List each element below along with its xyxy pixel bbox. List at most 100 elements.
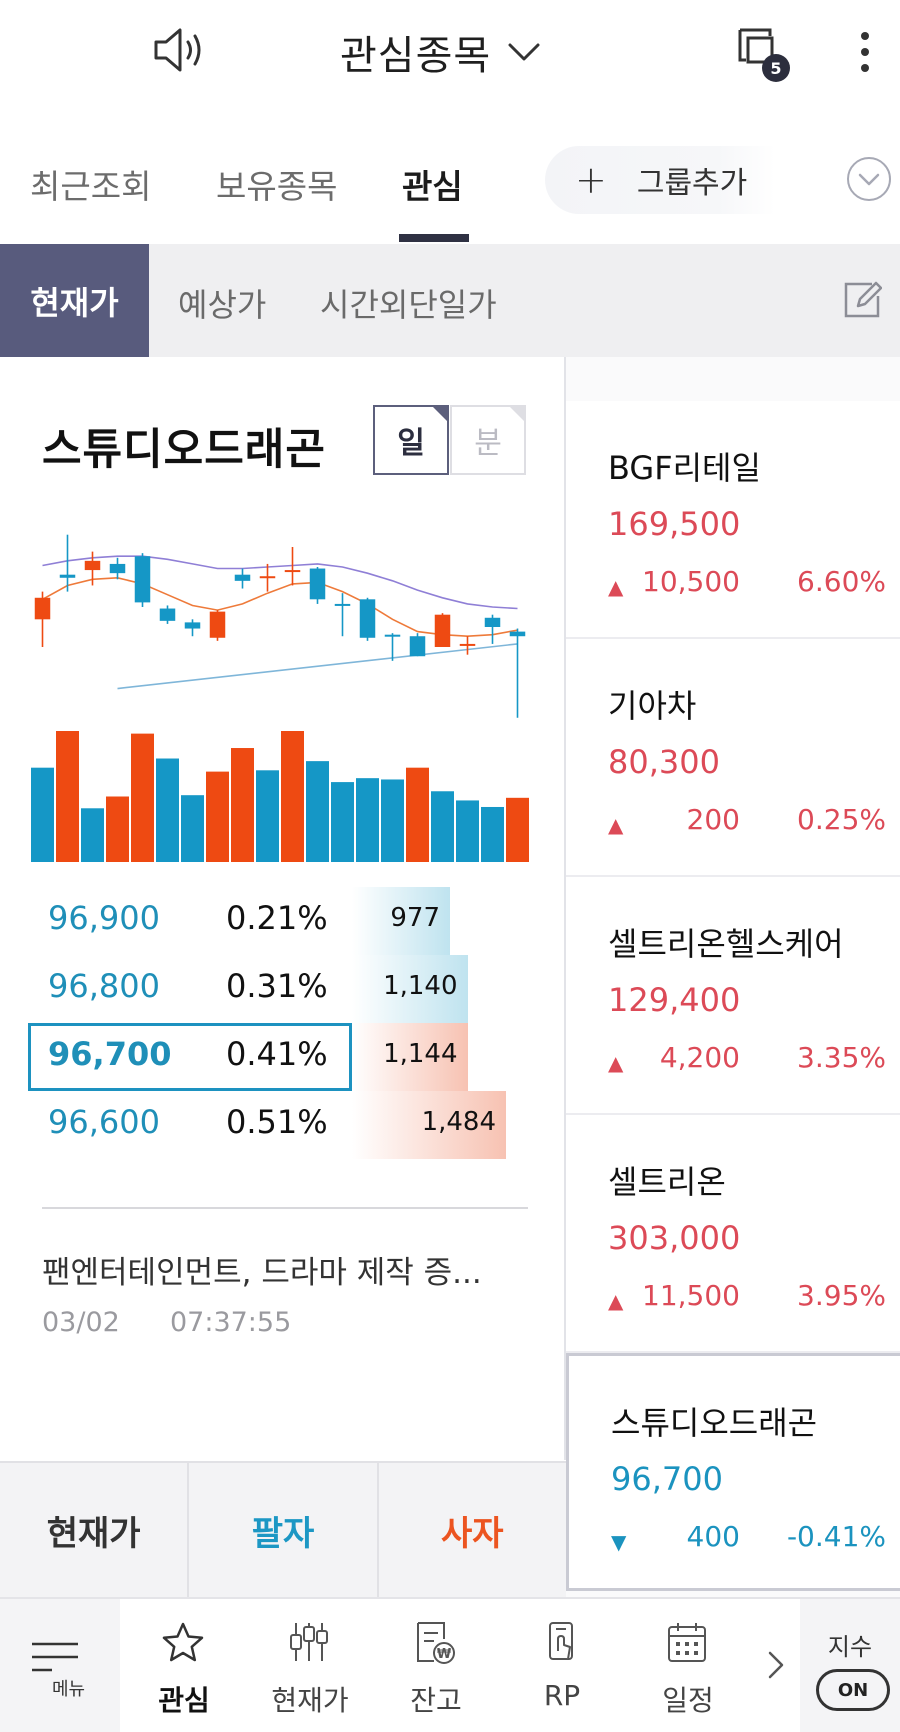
notification-badge: 5 — [762, 54, 790, 82]
top-bar: 관심종목 5 — [0, 0, 900, 110]
nav-watchlist[interactable]: 관심 — [122, 1599, 242, 1732]
add-group-label: 그룹추가 — [636, 166, 748, 201]
candle — [184, 619, 201, 637]
candle-body — [284, 570, 301, 573]
volume-bar — [56, 731, 79, 862]
watchlist-stock-change: 200 — [686, 803, 740, 836]
candle — [459, 636, 476, 655]
orderbook-row[interactable]: 96,600 0.51% 1,484 — [0, 1091, 566, 1159]
nav-schedule[interactable]: 일정 — [626, 1599, 746, 1732]
watchlist-stock-rate: 0.25% — [797, 803, 886, 836]
volume-bar — [281, 731, 304, 862]
nav-watchlist-label: 관심 — [158, 1684, 210, 1717]
news-date: 03/02 — [42, 1307, 120, 1338]
volume-bar — [156, 758, 179, 862]
volume-bar — [106, 796, 129, 862]
candle — [159, 605, 176, 624]
orderbook-price: 96,800 — [48, 967, 160, 1005]
circle-chevron-down-icon[interactable] — [846, 156, 892, 202]
candle — [384, 633, 401, 661]
period-minute-button[interactable]: 분 — [450, 405, 526, 475]
candle — [334, 593, 351, 637]
orderbook-row[interactable]: 96,900 0.21% 977 — [0, 887, 566, 955]
speaker-icon[interactable] — [152, 24, 212, 76]
news-time: 07:37:55 — [170, 1307, 292, 1338]
watchlist-stock-name: 셀트리온 — [608, 1163, 726, 1201]
candle-body — [159, 608, 176, 621]
price-type-after-hours[interactable]: 시간외단일가 — [320, 286, 497, 324]
candle-body — [34, 597, 51, 620]
triangle-up-icon: ▲ — [608, 813, 624, 837]
watchlist: BGF리테일 169,500 ▲ 10,500 6.60% 기아차 80,300 ▲ 200 0.… — [566, 357, 900, 1597]
watchlist-stock-price: 129,400 — [608, 981, 741, 1019]
orderbook-row[interactable]: 96,800 0.31% 1,140 — [0, 955, 566, 1023]
add-group-button[interactable]: + 그룹추가 — [545, 146, 775, 214]
kebab-icon[interactable] — [850, 30, 880, 74]
orderbook-qty-bar — [352, 887, 450, 955]
volume-bar — [506, 797, 529, 862]
price-type-current[interactable]: 현재가 — [0, 244, 149, 357]
detail-stock-name: 스튜디오드래곤 — [42, 425, 326, 475]
watchlist-item[interactable]: BGF리테일 169,500 ▲ 10,500 6.60% — [566, 401, 900, 639]
nav-balance-label: 잔고 — [410, 1684, 462, 1717]
buy-button[interactable]: 사자 — [441, 1513, 504, 1554]
index-toggle[interactable]: ON — [816, 1669, 890, 1711]
candle — [234, 568, 251, 589]
candle — [259, 563, 276, 592]
orderbook-rate: 0.31% — [226, 967, 328, 1005]
chevron-right-icon[interactable] — [766, 1649, 786, 1681]
nav-balance[interactable]: ₩ 잔고 — [374, 1599, 494, 1732]
volume-bar — [81, 808, 104, 862]
orderbook-qty: 1,140 — [383, 971, 458, 1001]
orderbook-row-current[interactable]: 96,700 0.41% 1,144 — [0, 1023, 566, 1091]
price-type-expected[interactable]: 예상가 — [178, 286, 267, 324]
watchlist-item[interactable]: 셀트리온헬스케어 129,400 ▲ 4,200 3.35% — [566, 877, 900, 1115]
candle — [59, 534, 76, 592]
watchlist-stock-price: 80,300 — [608, 743, 720, 781]
tab-recent[interactable]: 최근조회 — [30, 167, 152, 206]
nav-rp[interactable]: RP — [500, 1599, 620, 1732]
watchlist-item[interactable]: 스튜디오드래곤 96,700 ▼ 400 -0.41% — [566, 1353, 900, 1591]
watchlist-item[interactable]: 셀트리온 303,000 ▲ 11,500 3.95% — [566, 1115, 900, 1353]
volume-bar — [31, 767, 54, 862]
orderbook-rate: 0.51% — [226, 1103, 328, 1141]
period-day-button[interactable]: 일 — [373, 405, 449, 475]
watchlist-stock-name: BGF리테일 — [608, 449, 761, 487]
menu-button[interactable]: 메뉴 — [0, 1599, 120, 1732]
candle-body — [259, 576, 276, 579]
candle-body — [509, 631, 526, 637]
candle-body — [59, 574, 76, 578]
candle-body — [334, 603, 351, 606]
volume-bar — [431, 791, 454, 862]
stock-detail-panel: 스튜디오드래곤 일 분 96,900 0.21% 977 96,800 0.31% 1,1… — [0, 357, 566, 1460]
candle — [109, 557, 126, 580]
watchlist-stock-rate: -0.41% — [786, 1520, 886, 1553]
candle — [209, 610, 226, 641]
orderbook-qty-bar — [352, 1091, 506, 1159]
orderbook-rate: 0.41% — [226, 1035, 328, 1073]
candle-body — [359, 599, 376, 638]
candle-body — [309, 568, 326, 600]
candle-body — [409, 636, 426, 657]
candle — [309, 567, 326, 604]
tab-watchlist[interactable]: 관심 — [402, 167, 463, 206]
watchlist-title-dropdown[interactable]: 관심종목 — [340, 22, 541, 82]
watchlist-stock-price: 169,500 — [608, 505, 741, 543]
watchlist-stock-change: 400 — [686, 1520, 740, 1553]
window-stack-icon[interactable] — [736, 26, 796, 86]
orderbook-rate: 0.21% — [226, 899, 328, 937]
edit-icon[interactable] — [842, 280, 882, 320]
rp-phone-icon — [549, 1622, 573, 1660]
nav-current-price[interactable]: 현재가 — [248, 1599, 368, 1732]
volume-bar — [131, 733, 154, 862]
volume-bar — [406, 767, 429, 862]
news-headline[interactable]: 팬엔터테인먼트, 드라마 제작 증... — [42, 1255, 482, 1291]
current-price-button[interactable]: 현재가 — [0, 1463, 190, 1597]
candle — [134, 553, 151, 607]
group-tabs: 최근조회 보유종목 관심 + 그룹추가 — [0, 130, 900, 245]
tab-holdings[interactable]: 보유종목 — [216, 167, 338, 206]
volume-bar — [356, 778, 379, 862]
triangle-up-icon: ▲ — [608, 1051, 624, 1075]
watchlist-item[interactable]: 기아차 80,300 ▲ 200 0.25% — [566, 639, 900, 877]
sell-button[interactable]: 팔자 — [189, 1463, 379, 1597]
